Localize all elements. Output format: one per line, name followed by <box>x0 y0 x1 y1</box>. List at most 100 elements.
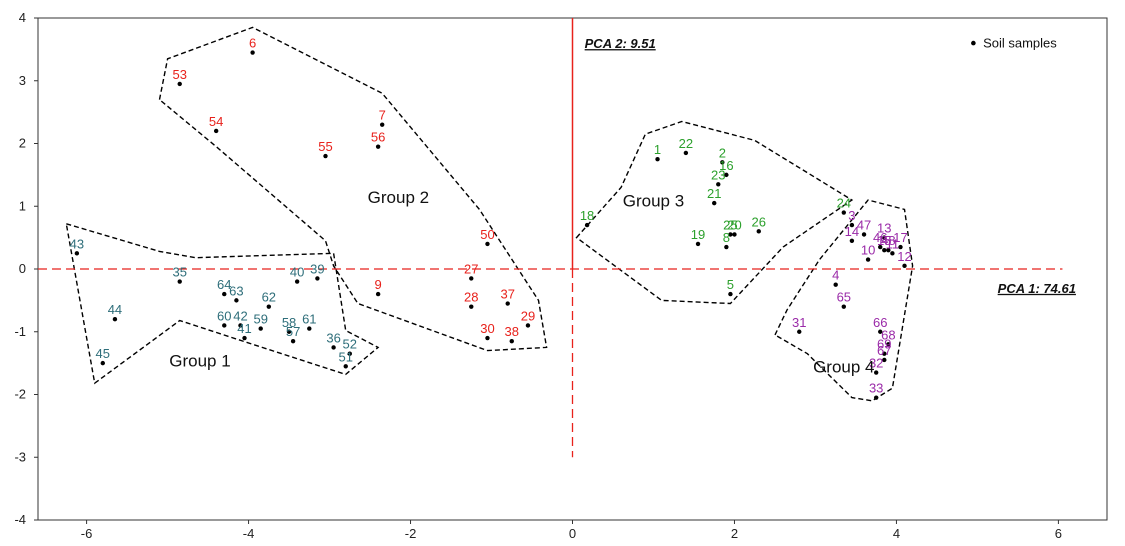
sample-label-69: 69 <box>877 337 891 352</box>
sample-point-35 <box>177 279 182 284</box>
sample-label-50: 50 <box>480 227 494 242</box>
sample-label-41: 41 <box>237 321 251 336</box>
sample-point-45 <box>100 360 105 366</box>
sample-point-53 <box>177 81 182 87</box>
sample-label-31: 31 <box>792 315 806 330</box>
group-labels: Group 1 Group 2 Group 3 Group 4 <box>169 188 874 376</box>
sample-label-43: 43 <box>70 236 84 251</box>
sample-label-59: 59 <box>253 312 267 327</box>
group-hull-group-3 <box>575 120 854 305</box>
legend-label: Soil samples <box>983 36 1057 51</box>
sample-point-13 <box>882 235 887 240</box>
x-tick-label: 6 <box>1055 526 1062 541</box>
legend: Soil samples <box>971 36 1057 51</box>
sample-point-6 <box>250 50 255 55</box>
sample-point-52 <box>347 351 352 356</box>
sample-label-44: 44 <box>108 302 122 317</box>
sample-label-17: 17 <box>893 230 907 245</box>
sample-point-66 <box>878 329 883 334</box>
group-label-group-3: Group 3 <box>623 191 684 210</box>
sample-label-10: 10 <box>861 243 875 258</box>
sample-point-47 <box>861 232 867 237</box>
x-tick-label: -4 <box>243 526 255 541</box>
sample-point-63 <box>234 298 239 303</box>
sample-label-16: 16 <box>719 158 733 173</box>
sample-label-40: 40 <box>290 265 304 280</box>
sample-point-23 <box>716 182 721 187</box>
sample-points <box>74 50 907 400</box>
sample-label-35: 35 <box>172 265 186 280</box>
sample-label-42: 42 <box>233 308 247 323</box>
x-tick-label: 0 <box>569 526 576 541</box>
sample-point-8 <box>724 244 729 250</box>
y-tick-label: -2 <box>14 387 26 402</box>
sample-point-7 <box>379 122 385 127</box>
sample-point-60 <box>222 323 227 328</box>
sample-point-26 <box>756 229 761 234</box>
sample-point-38 <box>509 338 514 344</box>
sample-label-11: 11 <box>886 236 900 251</box>
sample-label-5: 5 <box>727 277 734 292</box>
sample-label-12: 12 <box>897 249 911 264</box>
sample-point-12 <box>902 263 907 269</box>
sample-label-26: 26 <box>752 214 766 229</box>
sample-point-68 <box>886 342 891 347</box>
pca1-axis-label: PCA 1: 74.61 <box>998 281 1076 296</box>
sample-label-28: 28 <box>464 290 478 305</box>
sample-label-65: 65 <box>837 290 851 305</box>
group-label-group-4: Group 4 <box>813 358 874 377</box>
sample-label-61: 61 <box>302 312 316 327</box>
x-tick-label: 4 <box>893 526 900 541</box>
sample-point-46 <box>878 244 883 250</box>
sample-point-11 <box>890 251 895 256</box>
sample-label-62: 62 <box>262 290 276 305</box>
sample-label-4: 4 <box>832 268 839 283</box>
sample-label-66: 66 <box>873 315 887 330</box>
sample-label-63: 63 <box>229 283 243 298</box>
sample-point-58 <box>286 329 292 334</box>
sample-label-1: 1 <box>654 142 661 157</box>
sample-label-27: 27 <box>464 261 478 276</box>
sample-label-22: 22 <box>679 136 693 151</box>
sample-label-45: 45 <box>96 346 110 361</box>
sample-point-10 <box>865 257 871 262</box>
sample-label-68: 68 <box>881 327 895 342</box>
sample-point-36 <box>331 345 336 350</box>
sample-point-31 <box>797 329 802 334</box>
sample-label-24: 24 <box>837 196 851 211</box>
group-hull-group-4 <box>774 199 914 402</box>
sample-label-30: 30 <box>480 321 494 336</box>
sample-point-65 <box>841 304 846 309</box>
sample-point-19 <box>695 241 701 247</box>
sample-point-41 <box>242 335 247 341</box>
sample-point-32 <box>873 370 879 375</box>
x-tick-label: -6 <box>81 526 93 541</box>
sample-label-9: 9 <box>375 277 382 292</box>
sample-label-14: 14 <box>845 224 859 239</box>
sample-label-37: 37 <box>500 287 514 302</box>
y-tick-label: 1 <box>19 198 26 213</box>
group-hulls <box>65 26 914 402</box>
sample-label-52: 52 <box>343 337 357 352</box>
y-tick-label: 4 <box>19 10 26 25</box>
sample-point-29 <box>525 323 531 328</box>
sample-point-43 <box>74 251 80 256</box>
sample-label-38: 38 <box>505 324 519 339</box>
sample-label-57: 57 <box>286 324 300 339</box>
sample-point-18 <box>584 222 590 228</box>
sample-point-25 <box>728 232 733 237</box>
sample-label-13: 13 <box>877 221 891 236</box>
sample-point-64 <box>222 291 227 297</box>
sample-point-17 <box>898 244 903 250</box>
sample-point-57 <box>290 338 296 344</box>
sample-point-21 <box>712 200 717 206</box>
sample-point-27 <box>469 276 474 281</box>
sample-point-56 <box>375 144 381 149</box>
sample-label-2: 2 <box>719 145 726 160</box>
sample-point-9 <box>375 291 381 297</box>
sample-label-46: 46 <box>873 230 887 245</box>
sample-label-39: 39 <box>310 261 324 276</box>
sample-label-21: 21 <box>707 186 721 201</box>
